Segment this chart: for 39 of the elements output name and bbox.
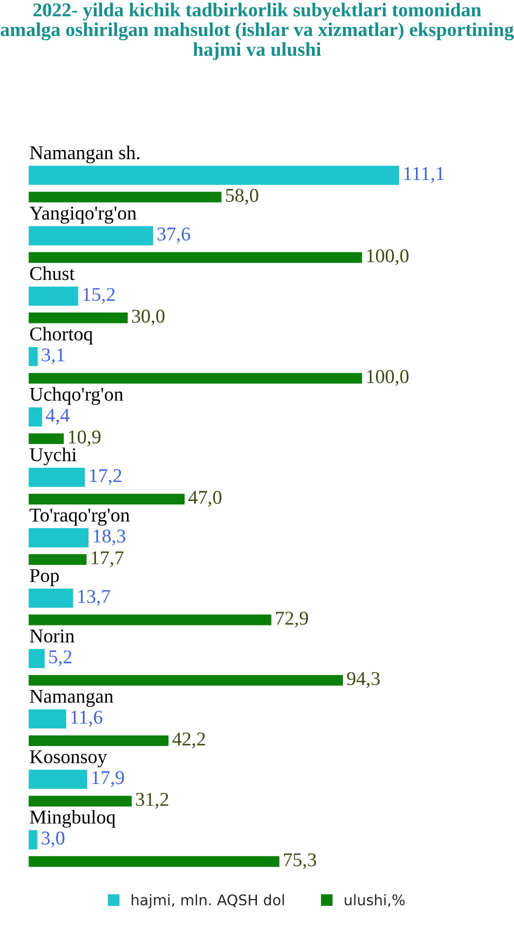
y-tick-label: Yangiqo'rg'on (30, 206, 136, 224)
data-label: 10,9 (68, 430, 100, 446)
y-tick-label: Namangan (30, 690, 114, 707)
data-label: 18,3 (94, 529, 126, 546)
data-label: 3,0 (42, 832, 64, 848)
y-tick-label: Chortoq (30, 326, 93, 344)
data-label: 5,2 (49, 650, 72, 666)
data-label: 42,2 (172, 732, 205, 748)
data-label: 100,0 (367, 370, 408, 386)
chart-title: 2022- yilda kichik tadbirkorlik subyektlari tomonidan amalga oshirilgan mahsulot (ishlar va xizmatlar) eksportining hajmi va ulushi (0, 2, 514, 60)
data-label: 17,2 (90, 469, 122, 486)
data-label: 30,0 (132, 310, 164, 326)
data-label: 11,6 (71, 710, 102, 727)
data-label: 111,1 (404, 167, 444, 184)
data-label: 47,0 (188, 490, 222, 507)
y-tick-label: To'raqo'rg'on (30, 508, 130, 526)
legend-label: ulushi,% (344, 894, 405, 907)
data-label: 72,9 (276, 612, 308, 628)
y-tick-label: Pop (30, 569, 59, 586)
y-tick-label: Chust (30, 266, 75, 280)
data-label: 100,0 (367, 249, 408, 266)
y-tick-label: Kosonsoy (30, 750, 108, 768)
data-label: 3,1 (42, 348, 64, 364)
data-label: 37,6 (158, 228, 190, 244)
y-tick-label: Norin (30, 629, 74, 643)
y-tick-label: Namangan sh. (30, 146, 140, 164)
legend-label: hajmi, mln. AQSH dol (132, 894, 284, 908)
y-tick-label: Mingbuloq (30, 810, 116, 828)
data-label: 17,9 (92, 771, 124, 788)
data-label: 75,3 (284, 853, 316, 870)
y-tick-label: Uchqo'rg'on (30, 387, 124, 405)
data-label: 4,4 (46, 408, 70, 425)
data-label: 94,3 (347, 672, 380, 688)
data-label: 31,2 (136, 792, 168, 809)
data-label: 15,2 (83, 288, 115, 304)
data-label: 58,0 (226, 188, 258, 205)
data-label: 13,7 (78, 590, 110, 606)
data-label: 17,7 (92, 551, 124, 568)
y-tick-label: Uychi (30, 448, 76, 466)
